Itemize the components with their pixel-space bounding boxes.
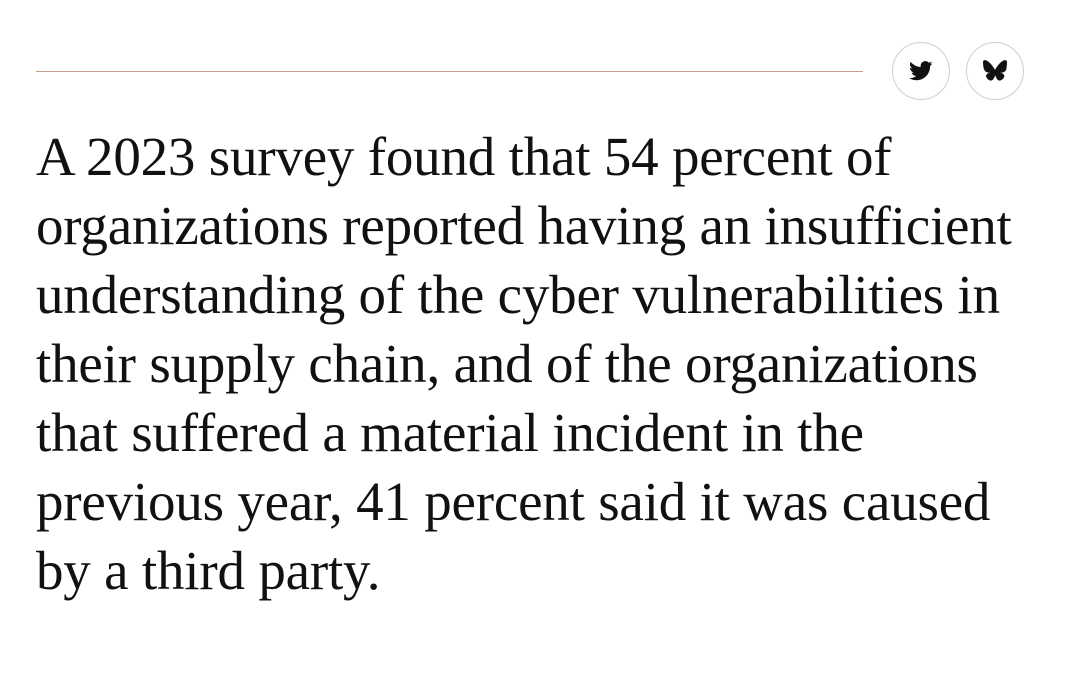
share-row (36, 40, 1026, 104)
divider-rule (36, 71, 863, 72)
share-bluesky-button[interactable] (966, 42, 1024, 100)
pull-quote-text: A 2023 survey found that 54 percent of o… (36, 126, 1012, 601)
twitter-bird-icon (909, 61, 933, 81)
pull-quote-card: A 2023 survey found that 54 percent of o… (36, 40, 1036, 680)
share-twitter-button[interactable] (892, 42, 950, 100)
butterfly-icon (983, 60, 1007, 82)
